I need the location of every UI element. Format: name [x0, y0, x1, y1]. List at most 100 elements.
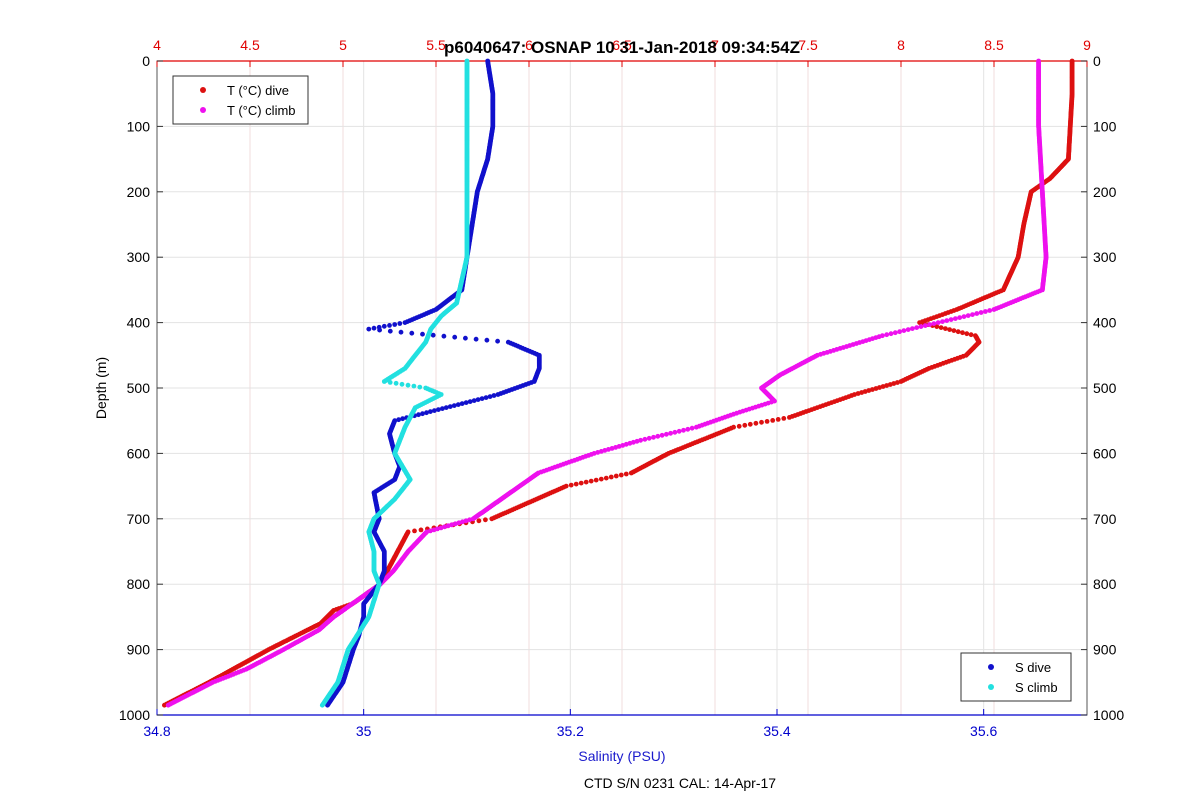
depth-tick-label-left: 400 — [127, 315, 151, 331]
data-point — [897, 329, 902, 335]
data-point — [646, 435, 652, 441]
temperature-tick-label: 9 — [1083, 37, 1091, 53]
data-point — [855, 391, 861, 396]
data-point — [578, 480, 584, 486]
data-point — [573, 481, 579, 487]
data-point — [951, 328, 957, 333]
data-point — [460, 519, 465, 525]
data-point — [953, 316, 958, 321]
data-point — [866, 388, 872, 393]
data-point — [418, 527, 424, 533]
depth-tick-label-left: 1000 — [119, 707, 150, 723]
data-point — [787, 415, 792, 420]
data-point — [381, 379, 387, 384]
data-point — [398, 329, 404, 335]
depth-tick-label-left: 200 — [127, 184, 151, 200]
data-point — [467, 399, 473, 404]
data-point — [887, 382, 893, 387]
data-point — [651, 434, 656, 440]
data-point — [598, 476, 604, 482]
axis-ticks: 34.8 35 35.2 35.4 35.64 4.5 5 5.5 6 6.5 7 7.5 8 8.5 90… — [119, 37, 1125, 739]
depth-tick-label-right: 100 — [1093, 118, 1117, 134]
depth-tick-label-right: 800 — [1093, 576, 1117, 592]
data-point — [618, 472, 624, 478]
data-point — [681, 427, 686, 433]
data-point — [319, 702, 325, 708]
data-point — [463, 335, 468, 341]
data-point — [583, 479, 589, 485]
temperature-tick-label: 4 — [153, 37, 161, 53]
temperature-tick-label: 5.5 — [426, 37, 446, 53]
data-point — [387, 380, 393, 385]
depth-tick-label-right: 300 — [1093, 249, 1117, 265]
data-point — [764, 419, 770, 424]
data-point — [898, 379, 904, 384]
data-point — [888, 331, 894, 337]
data-point — [436, 407, 441, 412]
data-point — [432, 408, 437, 413]
depth-tick-label-left: 900 — [127, 642, 151, 658]
data-point — [905, 327, 911, 332]
legend-label: S dive — [1015, 660, 1051, 675]
data-point — [664, 431, 669, 437]
data-point — [495, 392, 501, 397]
data-point — [736, 423, 742, 429]
salinity-tick-label: 35.6 — [970, 723, 997, 739]
data-point — [620, 443, 626, 448]
data-point — [606, 447, 611, 452]
data-point — [947, 327, 952, 332]
data-point — [377, 327, 382, 333]
temperature-tick-label: 6 — [525, 37, 533, 53]
data-point — [968, 332, 974, 338]
series-s-climb — [319, 58, 470, 708]
data-point — [393, 380, 399, 386]
data-point — [440, 406, 445, 411]
data-point — [964, 331, 970, 337]
legend-marker — [200, 107, 206, 113]
data-point — [960, 330, 965, 336]
data-point — [588, 478, 594, 484]
data-point — [884, 332, 890, 338]
data-point — [927, 322, 932, 327]
data-point — [983, 309, 988, 314]
legend-box — [172, 75, 309, 125]
data-point — [416, 412, 421, 418]
temperature-tick-label: 6.5 — [612, 37, 632, 53]
data-point — [634, 438, 640, 444]
data-point — [491, 393, 497, 398]
data-point — [859, 390, 865, 395]
data-point — [447, 404, 453, 409]
data-point — [428, 409, 433, 414]
data-point — [970, 312, 975, 317]
data-point — [162, 702, 167, 708]
data-point — [895, 380, 900, 385]
salinity-tick-label: 35.2 — [557, 723, 584, 739]
data-point — [411, 383, 417, 389]
data-point — [459, 401, 465, 406]
data-point — [598, 449, 604, 454]
data-point — [438, 525, 444, 531]
data-point — [473, 336, 479, 342]
data-point — [371, 325, 377, 331]
data-point — [417, 384, 423, 390]
data-point — [392, 322, 398, 327]
data-point — [948, 317, 954, 322]
depth-tick-label-right: 700 — [1093, 511, 1117, 527]
data-point — [676, 428, 682, 434]
grid — [156, 60, 1088, 716]
data-point — [495, 338, 500, 344]
data-point — [694, 424, 699, 430]
depth-tick-label-right: 200 — [1093, 184, 1117, 200]
series-t-c-climb — [165, 58, 1049, 708]
data-point — [400, 416, 405, 422]
depth-tick-label-left: 300 — [127, 249, 151, 265]
data-point — [165, 702, 171, 708]
legend-label: T (°C) climb — [227, 103, 296, 118]
data-point — [397, 321, 403, 326]
data-point — [944, 318, 950, 323]
data-point — [487, 394, 493, 399]
data-point — [965, 313, 971, 318]
data-point — [387, 323, 392, 328]
depth-tick-label-left: 100 — [127, 118, 151, 134]
data-point — [452, 521, 458, 527]
